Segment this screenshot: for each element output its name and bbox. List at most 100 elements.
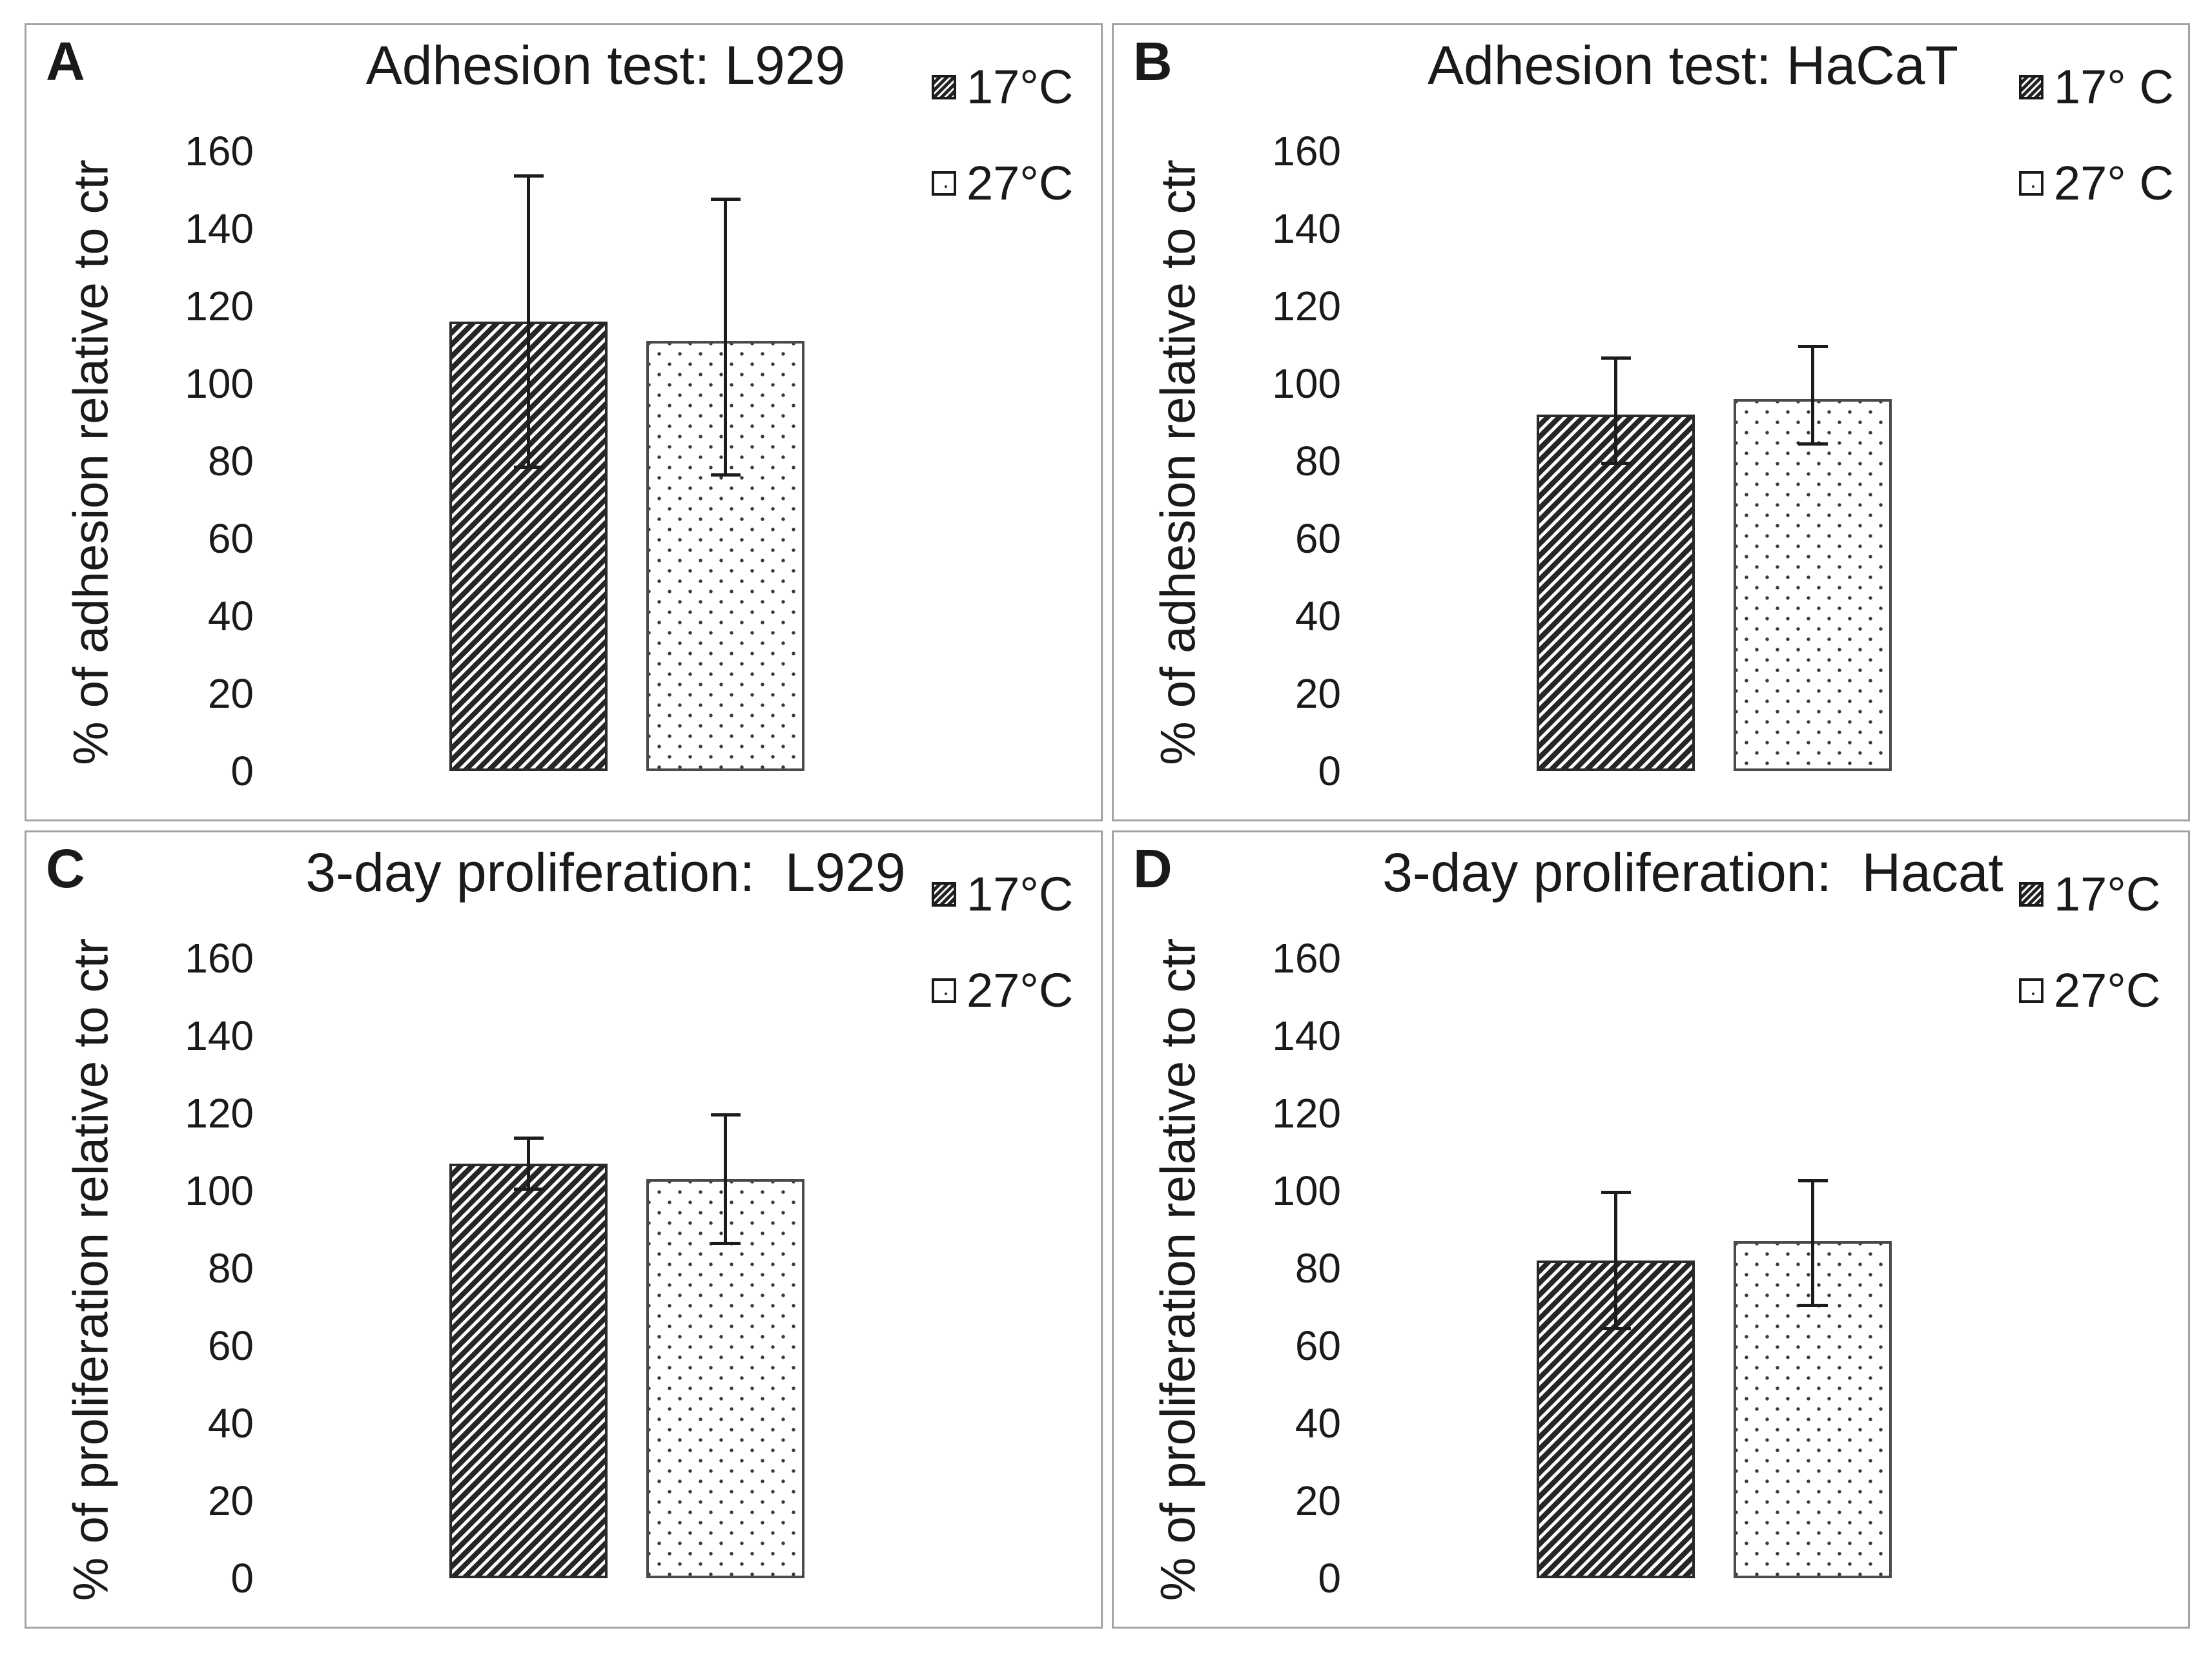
error-bar-top-cap (1797, 345, 1828, 348)
error-bar-top-cap (513, 174, 544, 178)
chart-title: Adhesion test: L929 (365, 35, 846, 96)
y-tick-label: 60 (207, 1323, 254, 1369)
y-tick-label: 100 (1272, 360, 1341, 407)
y-tick-label: 140 (185, 205, 254, 252)
y-tick-label: 60 (1295, 515, 1341, 562)
y-tick-label: 140 (1272, 205, 1341, 252)
y-tick-label: 40 (1295, 1400, 1341, 1446)
y-tick-label: 20 (1295, 1477, 1341, 1524)
y-tick-label: 100 (1272, 1168, 1341, 1214)
y-axis-ticks: 160 140 120 100 80 60 40 20 0 (26, 832, 254, 1627)
y-tick-label: 120 (185, 283, 254, 329)
y-tick-label: 120 (185, 1090, 254, 1137)
y-tick-label: 80 (207, 438, 254, 484)
error-bar-bottom-cap (513, 1188, 544, 1191)
bar-27c (646, 341, 804, 771)
y-axis-ticks: 160 140 120 100 80 60 40 20 0 (1114, 832, 1341, 1627)
error-bar-top-cap (710, 198, 741, 201)
error-bar (1614, 356, 1617, 465)
hatch-swatch-icon (2019, 75, 2043, 100)
plot-area (26, 832, 1101, 1627)
y-tick-label: 100 (185, 360, 254, 407)
plot-area (1114, 25, 2188, 819)
legend: 17°C 27°C (932, 865, 1073, 1020)
legend-item: 17°C (932, 57, 1073, 118)
bar-27c (1734, 399, 1892, 771)
error-bar-bottom-cap (710, 473, 741, 477)
y-tick-label: 140 (185, 1013, 254, 1059)
legend-label: 17°C (967, 60, 1074, 114)
y-tick-label: 160 (185, 935, 254, 982)
legend-item: 27°C (932, 961, 1073, 1021)
panel-letter: A (46, 31, 85, 92)
chart-title: Adhesion test: HaCaT (1428, 35, 1958, 96)
legend: 17°C 27°C (2019, 865, 2160, 1020)
legend-item: 17° C (2019, 57, 2174, 118)
error-bar-bottom-cap (1601, 1327, 1631, 1330)
legend-label: 27°C (2054, 963, 2161, 1017)
error-bar (1811, 1179, 1814, 1307)
error-bar (527, 174, 530, 469)
error-bar-bottom-cap (1797, 442, 1828, 446)
legend-item: 27°C (2019, 961, 2160, 1021)
dots-swatch-icon (932, 170, 956, 196)
hatch-swatch-icon (2019, 882, 2043, 907)
legend-label: 27°C (967, 963, 1074, 1017)
y-tick-label: 20 (207, 1477, 254, 1524)
hatch-swatch-icon (932, 882, 956, 907)
error-bar (527, 1137, 530, 1191)
legend: 17°C 27°C (932, 57, 1073, 213)
y-tick-label: 0 (1318, 1555, 1341, 1601)
y-tick-label: 40 (207, 593, 254, 639)
plot-area (26, 25, 1101, 819)
y-axis-ticks: 160 140 120 100 80 60 40 20 0 (1114, 25, 1341, 819)
y-tick-label: 80 (207, 1245, 254, 1292)
error-bar-top-cap (710, 1113, 741, 1117)
y-tick-label: 0 (1318, 748, 1341, 794)
error-bar (1811, 345, 1814, 446)
legend-item: 17°C (932, 865, 1073, 925)
y-tick-label: 20 (1295, 670, 1341, 717)
plot-area (1114, 832, 2188, 1627)
bar-17c (1537, 415, 1695, 771)
bar-27c (646, 1179, 804, 1578)
y-tick-label: 20 (207, 670, 254, 717)
panel-letter: B (1133, 31, 1173, 92)
error-bar (1614, 1191, 1617, 1330)
y-tick-label: 40 (207, 1400, 254, 1446)
y-tick-label: 100 (185, 1168, 254, 1214)
legend-label: 17°C (2054, 867, 2161, 921)
hatch-swatch-icon (932, 75, 956, 100)
y-tick-label: 160 (1272, 128, 1341, 174)
y-tick-label: 140 (1272, 1013, 1341, 1059)
legend-item: 17°C (2019, 865, 2160, 925)
chart-panel-a: A Adhesion test: L929 17°C 27°C % of adhe… (25, 23, 1103, 821)
y-tick-label: 80 (1295, 438, 1341, 484)
panel-grid: A Adhesion test: L929 17°C 27°C % of adhe… (25, 23, 2190, 1629)
legend-label: 17°C (967, 867, 1074, 921)
error-bar (724, 198, 727, 477)
bar-17c (449, 322, 608, 771)
y-tick-label: 120 (1272, 283, 1341, 329)
error-bar-top-cap (513, 1137, 544, 1140)
error-bar-bottom-cap (1797, 1304, 1828, 1307)
error-bar-top-cap (1797, 1179, 1828, 1182)
legend-label: 27° C (2054, 156, 2174, 210)
y-tick-label: 0 (230, 748, 254, 794)
dots-swatch-icon (2019, 170, 2043, 196)
legend-item: 27° C (2019, 154, 2174, 214)
y-tick-label: 160 (185, 128, 254, 174)
dots-swatch-icon (932, 978, 956, 1003)
y-tick-label: 60 (1295, 1323, 1341, 1369)
y-tick-label: 80 (1295, 1245, 1341, 1292)
legend-item: 27°C (932, 154, 1073, 214)
panel-letter: D (1133, 838, 1173, 899)
y-tick-label: 40 (1295, 593, 1341, 639)
error-bar (724, 1113, 727, 1245)
chart-title: 3-day proliferation: L929 (305, 842, 906, 903)
y-tick-label: 0 (230, 1555, 254, 1601)
error-bar-bottom-cap (1601, 462, 1631, 465)
y-tick-label: 120 (1272, 1090, 1341, 1137)
